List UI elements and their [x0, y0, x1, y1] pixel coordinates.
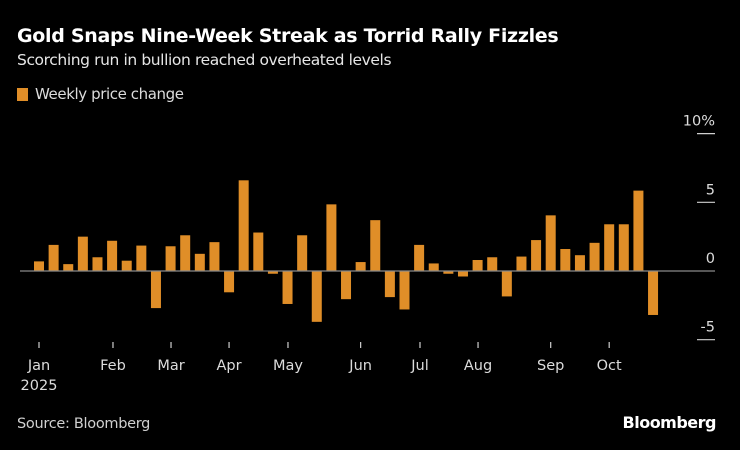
bar — [384, 271, 395, 298]
bar — [399, 271, 410, 310]
bar — [180, 235, 191, 271]
y-tick-label: 5 — [706, 182, 715, 198]
bar — [414, 244, 425, 271]
bar — [545, 215, 556, 271]
bar — [355, 262, 366, 271]
bar — [238, 180, 249, 271]
bar — [194, 253, 205, 271]
x-tick-label: Jun — [348, 358, 372, 374]
bar — [501, 271, 512, 297]
bloomberg-logo: Bloomberg — [622, 413, 717, 432]
x-tick-label: Sep — [537, 358, 564, 374]
bar — [560, 249, 571, 271]
bar — [428, 263, 439, 271]
bar — [282, 271, 293, 304]
bar — [604, 224, 615, 271]
bar — [648, 271, 659, 315]
bar — [326, 204, 337, 271]
source-note: Source: Bloomberg — [17, 416, 151, 432]
bar — [457, 271, 468, 277]
bar — [370, 220, 381, 271]
x-tick-label: Aug — [464, 358, 492, 374]
bar — [150, 271, 161, 309]
y-tick-label: -5 — [701, 320, 715, 336]
chart-title: Gold Snaps Nine-Week Streak as Torrid Ra… — [17, 25, 559, 47]
bar — [34, 261, 44, 271]
bar — [443, 271, 454, 274]
bar — [92, 257, 103, 271]
bar — [311, 271, 322, 322]
bar — [165, 246, 176, 271]
bar — [107, 240, 118, 271]
bar — [487, 257, 498, 271]
bar — [63, 264, 74, 271]
y-tick-label: 0 — [706, 251, 715, 267]
x-tick-label: Jul — [410, 358, 429, 374]
bar — [136, 245, 147, 271]
x-tick-label: Jan — [27, 358, 50, 374]
x-tick-label: May — [273, 358, 303, 374]
bar — [253, 232, 264, 271]
legend-swatch — [17, 87, 28, 101]
bar — [574, 255, 585, 271]
bar — [341, 271, 352, 300]
bar — [297, 235, 308, 271]
bar — [618, 224, 629, 271]
bar — [472, 260, 483, 271]
bar — [531, 240, 542, 271]
bar — [267, 271, 278, 274]
y-tick-label: 10% — [683, 114, 715, 130]
bar — [48, 244, 59, 271]
bar — [224, 271, 235, 293]
chart-subtitle: Scorching run in bullion reached overhea… — [17, 51, 392, 69]
bar — [121, 260, 132, 271]
x-tick-label: Oct — [597, 358, 622, 374]
bar — [77, 236, 88, 271]
x-tick-label: Feb — [100, 358, 126, 374]
bar — [209, 242, 220, 271]
legend-label: Weekly price change — [35, 85, 184, 103]
bar — [633, 190, 644, 271]
bar — [589, 242, 600, 271]
x-tick-label: Mar — [157, 358, 184, 374]
legend: Weekly price change — [17, 85, 184, 103]
x-tick-label: Apr — [217, 358, 242, 374]
x-year-label: 2025 — [21, 378, 58, 394]
bar — [516, 256, 527, 271]
